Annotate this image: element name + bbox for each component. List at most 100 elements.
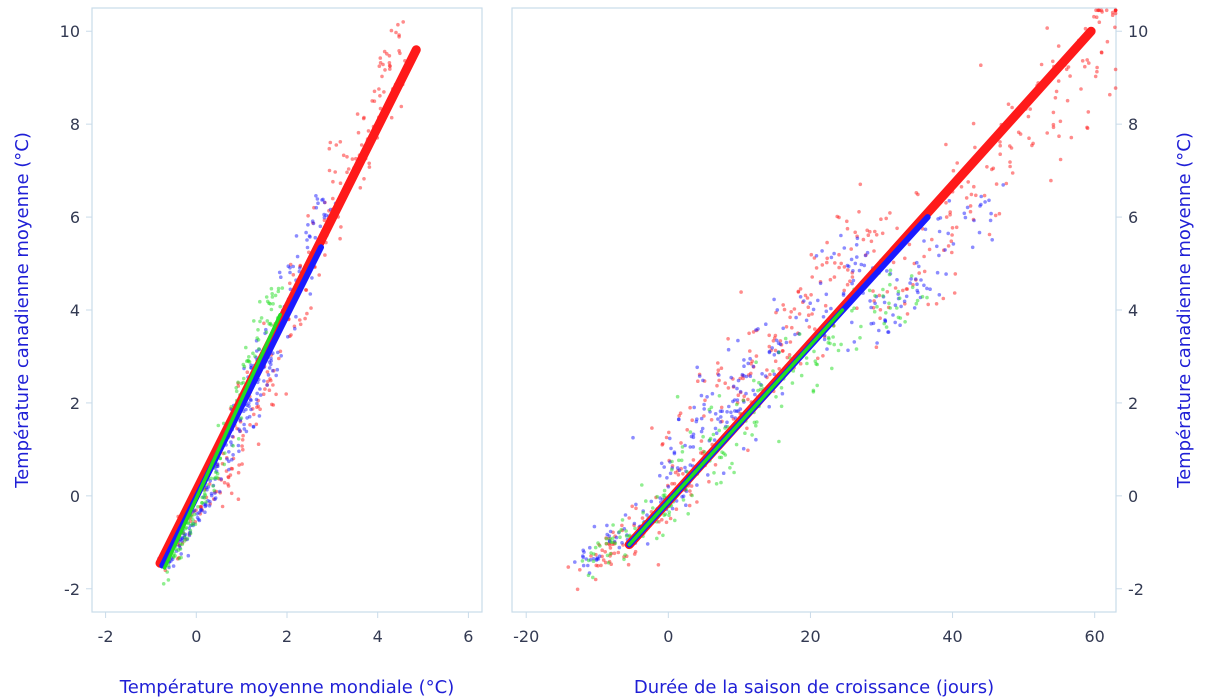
scatter-point	[258, 319, 262, 324]
scatter-point	[928, 287, 932, 292]
scatter-point	[338, 181, 343, 185]
scatter-point	[705, 395, 709, 399]
scatter-point	[692, 405, 696, 410]
scatter-point	[322, 200, 327, 205]
scatter-point	[759, 383, 764, 388]
scatter-point	[771, 369, 775, 373]
scatter-point	[188, 531, 193, 536]
scatter-point	[741, 446, 746, 451]
scatter-point	[997, 211, 1002, 216]
scatter-point	[378, 106, 383, 111]
scatter-point	[650, 426, 654, 430]
scatter-point	[663, 512, 668, 516]
scatter-point	[244, 407, 248, 412]
scatter-point	[842, 288, 846, 293]
scatter-point	[790, 381, 795, 385]
scatter-point	[607, 534, 611, 538]
scatter-point	[670, 459, 674, 464]
scatter-point	[380, 74, 384, 79]
scatter-point	[1008, 160, 1012, 164]
scatter-point	[278, 304, 283, 309]
scatter-point	[236, 470, 241, 475]
scatter-point	[871, 289, 875, 293]
scatter-point	[781, 303, 785, 307]
scatter-point	[952, 291, 957, 295]
scatter-point	[249, 365, 253, 370]
scatter-point	[247, 404, 251, 409]
scatter-point	[784, 325, 789, 329]
scatter-point	[735, 402, 739, 407]
scatter-point	[779, 386, 784, 390]
scatter-point	[1108, 92, 1112, 97]
scatter-point	[830, 366, 834, 371]
scatter-point	[797, 312, 802, 316]
scatter-point	[904, 287, 909, 291]
scatter-point	[401, 20, 406, 24]
scatter-point	[886, 330, 891, 334]
scatter-point	[1028, 107, 1032, 111]
scatter-point	[974, 193, 978, 198]
scatter-point	[1097, 20, 1102, 25]
scatter-point	[247, 355, 251, 359]
scatter-point	[897, 296, 902, 301]
scatter-point	[884, 311, 888, 315]
scatter-point	[212, 476, 217, 481]
scatter-point	[868, 229, 872, 234]
scatter-point	[739, 290, 743, 294]
scatter-point	[903, 256, 907, 261]
scatter-point	[228, 473, 233, 477]
scatter-point	[668, 516, 673, 521]
scatter-point	[881, 294, 885, 298]
right-fit-lines	[624, 26, 1096, 550]
scatter-point	[934, 302, 939, 306]
scatter-point	[304, 230, 308, 235]
scatter-point	[258, 299, 262, 304]
scatter-point	[248, 423, 252, 427]
scatter-point	[242, 376, 246, 381]
scatter-point	[979, 194, 983, 199]
scatter-point	[1027, 136, 1031, 140]
scatter-point	[959, 185, 964, 189]
scatter-point	[186, 553, 191, 558]
scatter-point	[713, 463, 718, 467]
scatter-point	[612, 551, 617, 556]
scatter-point	[359, 143, 364, 147]
scatter-point	[640, 483, 644, 487]
scatter-point	[240, 444, 244, 448]
scatter-point	[242, 422, 246, 427]
scatter-point	[681, 494, 686, 499]
scatter-point	[733, 416, 738, 420]
scatter-point	[203, 493, 207, 498]
x-tick-label: 40	[942, 627, 962, 646]
scatter-point	[709, 418, 714, 422]
scatter-point	[764, 322, 768, 327]
scatter-point	[745, 426, 749, 431]
scatter-point	[264, 295, 269, 299]
scatter-point	[951, 168, 956, 173]
scatter-point	[987, 232, 992, 237]
scatter-point	[927, 247, 932, 252]
scatter-point	[943, 248, 947, 252]
scatter-point	[858, 336, 862, 340]
scatter-point	[719, 366, 724, 371]
scatter-point	[970, 245, 975, 250]
scatter-point	[1095, 65, 1099, 70]
scatter-point	[796, 290, 801, 294]
scatter-point	[915, 260, 919, 265]
scatter-point	[825, 347, 829, 351]
scatter-point	[308, 292, 313, 296]
scatter-point	[1113, 11, 1118, 16]
scatter-point	[240, 462, 244, 466]
scatter-point	[983, 200, 987, 204]
scatter-point	[853, 230, 857, 235]
scatter-point	[620, 518, 625, 522]
scatter-point	[1009, 146, 1014, 150]
scatter-point	[236, 443, 241, 448]
scatter-point	[896, 315, 901, 320]
scatter-point	[846, 348, 850, 353]
scatter-point	[618, 535, 622, 539]
scatter-point	[998, 143, 1002, 148]
scatter-point	[234, 386, 238, 390]
scatter-point	[922, 254, 926, 259]
scatter-point	[706, 473, 710, 477]
